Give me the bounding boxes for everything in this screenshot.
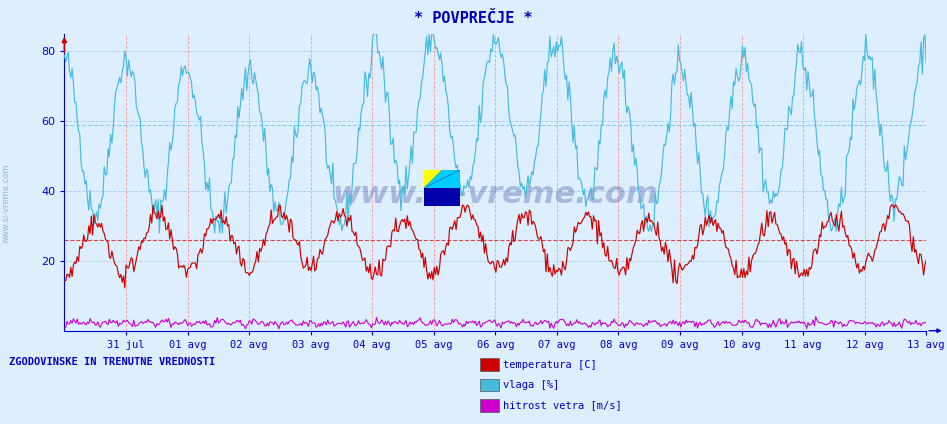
Text: temperatura [C]: temperatura [C] — [503, 360, 597, 370]
Text: www.si-vreme.com: www.si-vreme.com — [332, 180, 658, 209]
Polygon shape — [424, 170, 460, 188]
Text: www.si-vreme.com: www.si-vreme.com — [2, 164, 11, 243]
Polygon shape — [424, 170, 460, 188]
Text: hitrost vetra [m/s]: hitrost vetra [m/s] — [503, 400, 621, 410]
Polygon shape — [424, 170, 442, 188]
Text: vlaga [%]: vlaga [%] — [503, 380, 559, 390]
Text: * POVPREČJE *: * POVPREČJE * — [414, 11, 533, 25]
Text: ZGODOVINSKE IN TRENUTNE VREDNOSTI: ZGODOVINSKE IN TRENUTNE VREDNOSTI — [9, 357, 216, 367]
